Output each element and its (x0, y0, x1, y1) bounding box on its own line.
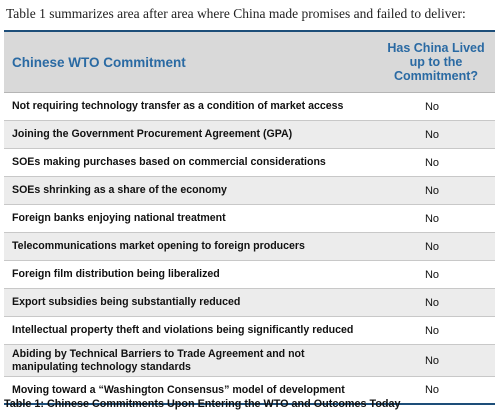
table-row: Foreign banks enjoying national treatmen… (4, 205, 495, 233)
status-cell: No (424, 212, 440, 225)
commitment-cell: Foreign banks enjoying national treatmen… (12, 212, 226, 224)
status-cell: No (424, 354, 440, 367)
header-commitment: Chinese WTO Commitment (12, 54, 186, 70)
table-row: SOEs making purchases based on commercia… (4, 149, 495, 177)
commitment-cell: Export subsidies being substantially red… (12, 296, 241, 308)
table-row: Export subsidies being substantially red… (4, 289, 495, 317)
table-header: Chinese WTO Commitment Has China Lived u… (4, 32, 495, 93)
commitment-cell: Not requiring technology transfer as a c… (12, 100, 344, 112)
status-cell: No (424, 268, 440, 281)
commitment-cell: Intellectual property theft and violatio… (12, 324, 354, 336)
commitment-cell: Telecommunications market opening to for… (12, 240, 305, 252)
status-cell: No (424, 184, 440, 197)
table-row: SOEs shrinking as a share of the economy… (4, 177, 495, 205)
status-cell: No (424, 156, 440, 169)
status-cell: No (424, 296, 440, 309)
table-row: Intellectual property theft and violatio… (4, 317, 495, 345)
commitment-cell: Foreign film distribution being liberali… (12, 268, 220, 280)
commitments-table: Chinese WTO Commitment Has China Lived u… (4, 30, 495, 405)
commitment-cell: Moving toward a “Washington Consensus” m… (12, 383, 345, 396)
commitment-cell: SOEs making purchases based on commercia… (12, 156, 326, 168)
table-row: Foreign film distribution being liberali… (4, 261, 495, 289)
header-lived-up: Has China Lived up to the Commitment? (387, 41, 485, 83)
status-cell: No (424, 384, 440, 396)
table-row: Telecommunications market opening to for… (4, 233, 495, 261)
commitment-cell: Joining the Government Procurement Agree… (12, 128, 293, 140)
status-cell: No (424, 128, 440, 141)
table-row: Not requiring technology transfer as a c… (4, 93, 495, 121)
status-cell: No (424, 324, 440, 337)
status-cell: No (424, 240, 440, 253)
status-cell: No (424, 100, 440, 113)
intro-text: Table 1 summarizes area after area where… (6, 6, 466, 21)
table-row: Moving toward a “Washington Consensus” m… (4, 377, 495, 405)
table-caption: Table 1: Chinese Commitments Upon Enteri… (4, 398, 401, 410)
commitment-cell: SOEs shrinking as a share of the economy (12, 184, 227, 196)
table-row: Abiding by Technical Barriers to Trade A… (4, 345, 495, 377)
commitment-cell: Abiding by Technical Barriers to Trade A… (12, 347, 305, 373)
table-row: Joining the Government Procurement Agree… (4, 121, 495, 149)
